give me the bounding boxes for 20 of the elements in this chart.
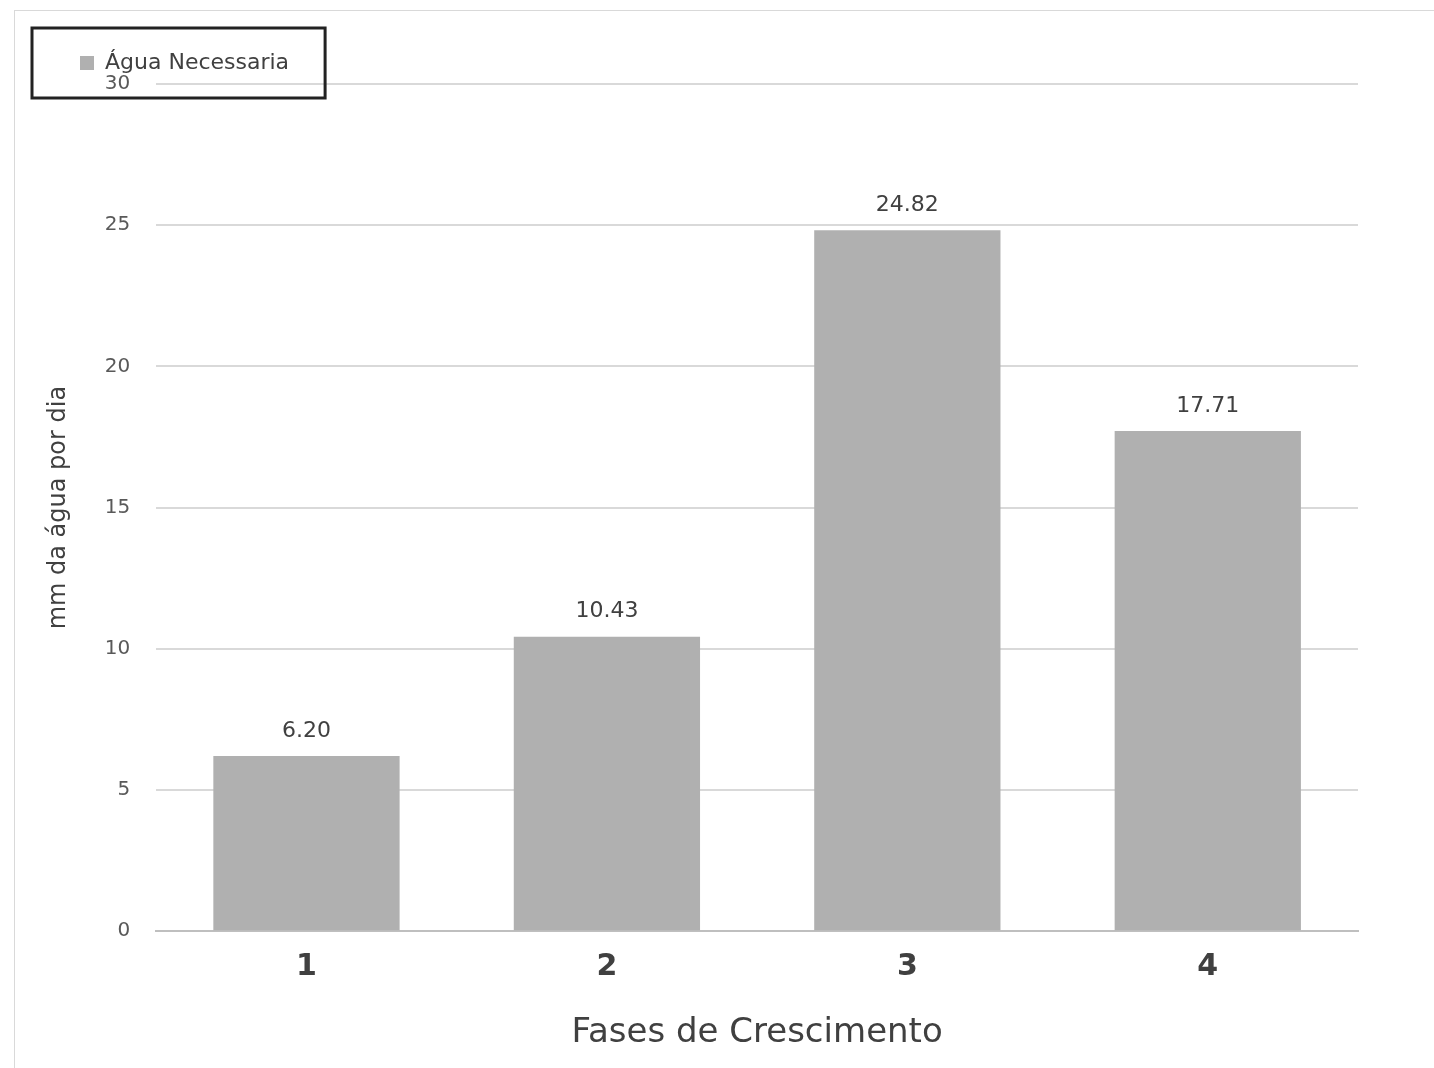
y-tick-label: 20 [104,352,131,377]
x-tick-label: 4 [1197,947,1219,982]
x-tick-label: 1 [296,947,317,982]
x-axis-title: Fases de Crescimento [571,1010,943,1051]
y-axis-title: mm da água por dia [42,385,71,630]
y-tick-label: 5 [117,776,131,801]
bar [213,756,400,931]
bar [814,230,1001,931]
text: 6.20 [281,716,331,742]
bar [513,636,701,931]
y-tick-label: 25 [104,211,131,236]
bar [1114,431,1301,931]
x-tick-label: 3 [896,947,918,982]
text: 10.43 [575,597,639,623]
text: 17.71 [1176,391,1240,417]
x-tick-label: 2 [596,947,618,982]
y-tick-label: 15 [104,493,131,518]
text: 24.82 [875,191,939,216]
y-tick-label: 10 [104,635,131,659]
y-tick-label: 0 [117,917,131,942]
